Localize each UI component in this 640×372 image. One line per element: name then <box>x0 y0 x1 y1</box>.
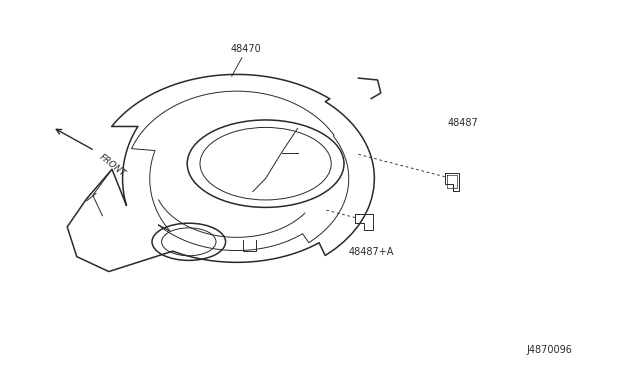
Text: 48487: 48487 <box>448 118 479 128</box>
Text: 48487+A: 48487+A <box>349 247 394 257</box>
Text: 48470: 48470 <box>231 44 262 54</box>
Text: J4870096: J4870096 <box>527 345 573 355</box>
Text: FRONT: FRONT <box>98 153 128 179</box>
